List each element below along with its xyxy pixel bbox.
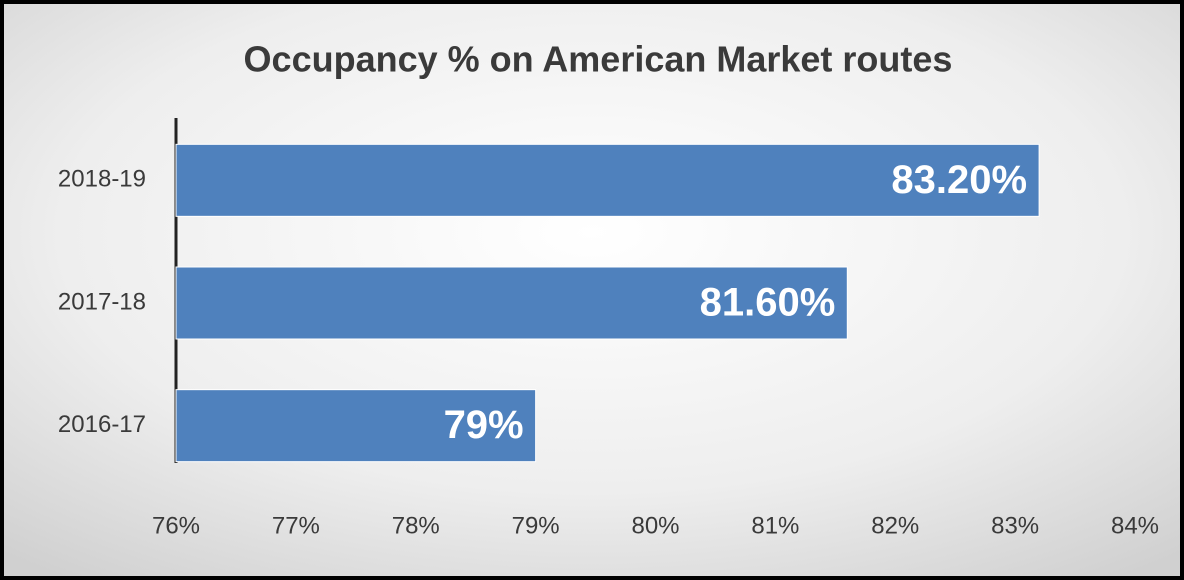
data-label: 83.20% <box>891 158 1027 202</box>
x-tick-label: 83% <box>991 512 1039 539</box>
chart-title: Occupancy % on American Market routes <box>244 39 953 80</box>
x-tick-label: 80% <box>631 512 679 539</box>
bar <box>175 143 1040 217</box>
x-tick-label: 76% <box>152 512 200 539</box>
x-tick-label: 79% <box>512 512 560 539</box>
data-label: 79% <box>444 403 524 447</box>
x-tick-label: 84% <box>1111 512 1159 539</box>
data-label: 81.60% <box>700 281 836 325</box>
x-tick-label: 77% <box>272 512 320 539</box>
y-tick-label: 2016-17 <box>58 411 146 438</box>
bar <box>175 389 537 463</box>
bar <box>175 266 848 340</box>
y-tick-label: 2018-19 <box>58 166 146 193</box>
x-tick-label: 81% <box>751 512 799 539</box>
y-tick-label: 2017-18 <box>58 288 146 315</box>
x-tick-label: 82% <box>871 512 919 539</box>
x-tick-label: 78% <box>392 512 440 539</box>
